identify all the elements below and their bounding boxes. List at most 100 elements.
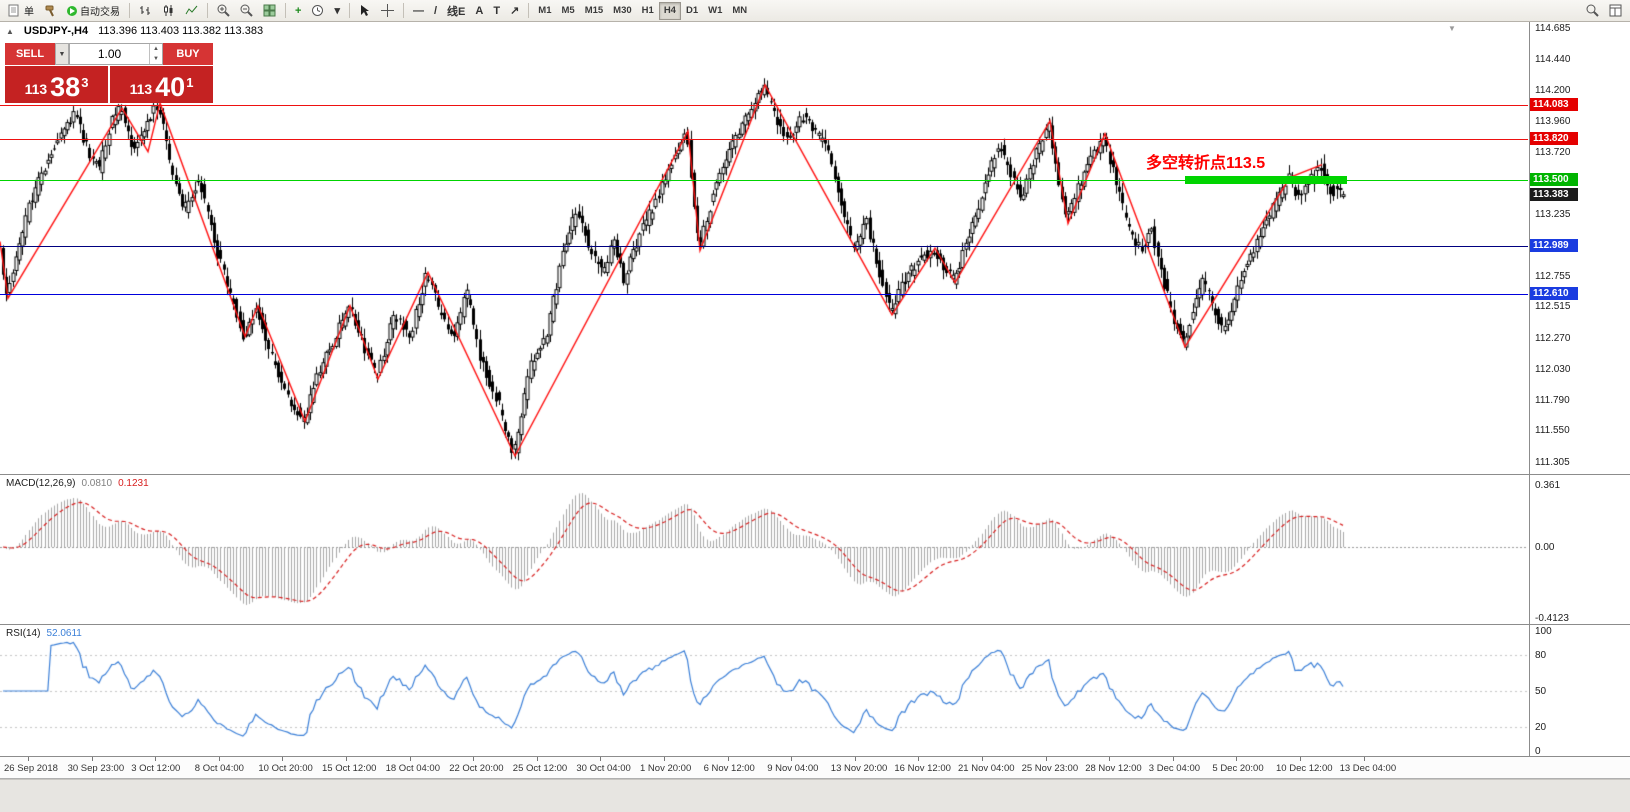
cursor-button[interactable] (354, 2, 376, 20)
price-axis-tick: 114.200 (1535, 85, 1571, 97)
timeframe-mn-button[interactable]: MN (732, 5, 748, 16)
time-axis-label: 26 Sep 2018 (4, 763, 58, 774)
time-axis-tick (918, 757, 920, 761)
price-axis-tick: 112.030 (1535, 363, 1571, 375)
time-axis-label: 25 Nov 23:00 (1021, 763, 1079, 774)
tile-windows-icon (263, 4, 276, 17)
autotrading-label: 自动交易 (80, 7, 120, 18)
sell-dropdown[interactable]: ▼ (55, 43, 69, 65)
price-panel: ▲ USDJPY-,H4 113.396 113.403 113.382 113… (0, 22, 1630, 475)
time-axis-label: 1 Nov 20:00 (640, 763, 692, 774)
macd-axis[interactable]: 0.361 0.00 -0.4123 (1529, 475, 1630, 624)
bid-figure: 113 (24, 81, 48, 97)
time-axis-tick (28, 757, 29, 761)
time-axis-label: 13 Dec 04:00 (1339, 763, 1397, 774)
draw-tool-button-4[interactable]: T (493, 4, 501, 17)
timeframe-m15-button[interactable]: M15 (584, 5, 604, 16)
line-chart-button[interactable] (180, 2, 203, 20)
last-price-tag: 113.383 (1530, 188, 1578, 201)
ask-price-button[interactable]: 113 40 1 (110, 66, 213, 103)
turning-point-annotation[interactable]: 多空转折点113.5 (1146, 155, 1266, 172)
time-axis-tick (854, 757, 856, 761)
rsi-canvas[interactable] (0, 625, 1528, 756)
new-order-button[interactable]: 单 (3, 2, 39, 20)
price-axis-tick: 112.515 (1535, 301, 1571, 313)
timeframe-m30-button[interactable]: M30 (613, 5, 632, 16)
sell-button[interactable]: SELL (5, 43, 55, 65)
zoom-in-button[interactable] (212, 2, 235, 20)
time-axis-tick (727, 757, 729, 761)
timeframe-m5-button[interactable]: M5 (561, 5, 575, 16)
timeframe-d1-button[interactable]: D1 (685, 5, 699, 16)
draw-tool-button-3[interactable]: A (475, 4, 484, 17)
draw-tool-button-2[interactable]: 线E (447, 5, 466, 18)
time-axis-tick (282, 757, 284, 761)
horizontal-line-114.083[interactable] (0, 105, 1528, 106)
rsi-name: RSI(14) (6, 628, 41, 639)
tile-windows-button[interactable] (258, 2, 281, 20)
hammer-button[interactable] (39, 2, 62, 20)
price-axis-tick: 111.790 (1535, 394, 1570, 406)
time-axis-label: 10 Dec 12:00 (1276, 763, 1333, 774)
bar-chart-button[interactable] (134, 2, 157, 20)
candlestick-chart-button[interactable] (157, 2, 180, 20)
timeframe-m1-button[interactable]: M1 (538, 5, 552, 16)
chart-shift-marker[interactable]: ▼ (1448, 24, 1456, 33)
one-click-trading-widget: SELL ▼ 1.00 ▲ ▼ BUY 113 38 3 (5, 43, 213, 103)
time-axis-tick (1363, 757, 1365, 761)
clock-button[interactable] (306, 2, 329, 20)
draw-tools-group: — / 线E A T ↗ (408, 2, 524, 20)
volume-field[interactable]: 1.00 ▲ ▼ (69, 43, 163, 65)
rsi-axis-tick: 20 (1535, 722, 1547, 733)
price-chart-canvas[interactable] (0, 22, 1528, 474)
highlight-bar[interactable] (1185, 176, 1347, 184)
horizontal-line-112.610[interactable] (0, 294, 1528, 295)
search-icon (1586, 4, 1599, 17)
templates-button[interactable]: ▾ (334, 5, 340, 17)
volume-spinner: ▲ ▼ (149, 44, 162, 64)
buy-button[interactable]: BUY (163, 43, 213, 65)
time-axis-label: 16 Nov 12:00 (894, 763, 951, 774)
time-axis-tick (982, 757, 983, 761)
crosshair-button[interactable] (376, 2, 399, 20)
draw-tool-button-1[interactable]: / (433, 4, 438, 17)
volume-up-button[interactable]: ▲ (153, 46, 159, 52)
timeframe-w1-button[interactable]: W1 (708, 5, 723, 16)
price-tag-113.500: 113.500 (1530, 173, 1578, 186)
price-axis[interactable]: 114.685114.440114.200113.960113.720113.4… (1529, 22, 1630, 474)
new-order-label: 单 (24, 7, 34, 18)
draw-tool-button-0[interactable]: — (412, 4, 424, 17)
indicators-button[interactable]: + (295, 4, 302, 17)
layout-button[interactable] (1604, 2, 1627, 20)
price-axis-tick: 114.685 (1535, 22, 1571, 34)
time-axis-tick (536, 757, 538, 761)
horizontal-line-113.820[interactable] (0, 139, 1528, 140)
bid-price-button[interactable]: 113 38 3 (5, 66, 108, 103)
time-axis-tick (409, 757, 411, 761)
time-axis[interactable]: 26 Sep 2018 30 Sep 23:00 3 Oct 12:00 8 Oct … (0, 757, 1630, 779)
macd-name: MACD(12,26,9) (6, 478, 76, 489)
time-axis-tick (218, 757, 220, 761)
macd-canvas[interactable] (0, 475, 1528, 624)
timeframe-h4-button[interactable]: H4 (658, 1, 681, 20)
collapse-icon[interactable]: ▲ (6, 26, 14, 36)
rsi-axis[interactable]: 100 80 50 20 0 (1529, 625, 1630, 756)
zoom-in-icon (217, 4, 230, 17)
time-axis-label: 30 Oct 04:00 (576, 763, 631, 774)
draw-tool-button-5[interactable]: ↗ (510, 5, 520, 17)
rsi-value: 52.0611 (46, 628, 82, 639)
time-axis-tick (346, 757, 347, 761)
toolbar-separator (528, 3, 530, 18)
volume-down-button[interactable]: ▼ (153, 56, 159, 62)
zoom-out-button[interactable] (235, 2, 258, 20)
timeframe-h1-button[interactable]: H1 (641, 5, 654, 16)
horizontal-line-112.989[interactable] (0, 246, 1528, 247)
ask-point: 1 (186, 75, 194, 90)
rsi-axis-tick: 0 (1535, 746, 1541, 757)
autotrading-button[interactable]: 自动交易 (62, 2, 125, 20)
horizontal-line-113.500[interactable] (0, 180, 1528, 181)
volume-value[interactable]: 1.00 (97, 47, 122, 61)
toolbar-separator (207, 3, 208, 18)
search-button[interactable] (1581, 2, 1604, 20)
time-axis-label: 15 Oct 12:00 (322, 763, 377, 774)
